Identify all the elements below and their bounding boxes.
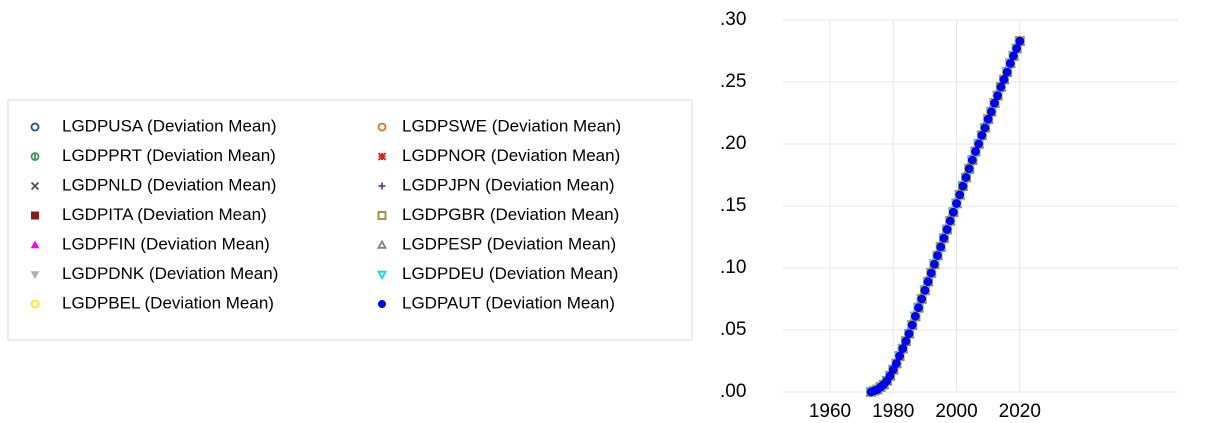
scatter-point	[907, 320, 917, 330]
scatter-point	[917, 294, 927, 304]
scatter-point	[958, 181, 968, 191]
scatter-point	[961, 172, 971, 182]
scatter-point	[914, 303, 924, 313]
legend-label: LGDPAUT (Deviation Mean)	[402, 293, 615, 312]
scatter-point	[1015, 36, 1025, 46]
y-tick-label: .25	[720, 71, 746, 92]
legend-label: LGDPDNK (Deviation Mean)	[62, 264, 278, 283]
scatter-point	[996, 82, 1006, 92]
scatter-point	[980, 123, 990, 133]
scatter-point	[1002, 67, 1012, 77]
legend-marker	[30, 122, 40, 132]
scatter-point	[923, 277, 933, 287]
legend-label: LGDPITA (Deviation Mean)	[62, 205, 267, 224]
legend-marker	[30, 152, 40, 161]
scatter-point	[895, 351, 905, 361]
legend-label: LGDPSWE (Deviation Mean)	[402, 116, 621, 135]
scatter-point	[926, 268, 936, 278]
legend-marker	[376, 270, 388, 280]
scatter-point	[1005, 58, 1015, 68]
scatter-point	[964, 164, 974, 174]
scatter-point	[989, 98, 999, 108]
scatter-point	[910, 311, 920, 321]
scatter-point	[993, 91, 1003, 101]
legend-label: LGDPFIN (Deviation Mean)	[62, 234, 270, 253]
legend-marker	[378, 182, 386, 190]
scatter-point	[999, 75, 1009, 85]
legend-label: LGDPESP (Deviation Mean)	[402, 234, 616, 253]
scatter-point	[920, 285, 930, 295]
y-tick-label: .05	[720, 319, 746, 340]
legend-box	[7, 99, 693, 341]
y-tick-label: .10	[720, 257, 746, 278]
legend-marker	[376, 239, 388, 249]
scatter-point	[945, 216, 955, 226]
x-tick-label: 2020	[999, 401, 1041, 422]
scatter-point	[952, 199, 962, 209]
scatter-point	[977, 130, 987, 140]
scatter-point	[901, 336, 911, 346]
legend-label: LGDPJPN (Deviation Mean)	[402, 175, 615, 194]
scatter-point	[1008, 51, 1018, 61]
scatter-point	[898, 344, 908, 354]
scatter-point	[955, 190, 965, 200]
y-tick-label: .30	[720, 9, 746, 30]
scatter-point	[936, 242, 946, 252]
x-tick-label: 2000	[935, 401, 977, 422]
scatter-point	[1012, 44, 1022, 54]
y-tick-label: .20	[720, 133, 746, 154]
scatter-point	[929, 259, 939, 269]
scatter-point	[942, 225, 952, 235]
legend-label: LGDPUSA (Deviation Mean)	[62, 116, 276, 135]
legend-marker	[377, 122, 387, 132]
legend-label: LGDPPRT (Deviation Mean)	[62, 146, 276, 165]
scatter-point	[904, 329, 914, 339]
legend-marker	[377, 152, 387, 161]
legend-marker	[377, 300, 387, 308]
x-tick-label: 1960	[809, 401, 851, 422]
scatter-point	[948, 207, 958, 217]
legend-label: LGDPBEL (Deviation Mean)	[62, 293, 274, 312]
y-tick-label: .15	[720, 195, 746, 216]
legend-marker	[31, 211, 39, 220]
scatter-point	[939, 233, 949, 243]
scatter-point	[986, 107, 996, 117]
legend-label: LGDPDEU (Deviation Mean)	[402, 264, 618, 283]
legend-marker	[377, 211, 387, 220]
y-tick-label: .00	[720, 381, 746, 402]
scatter-point	[971, 146, 981, 156]
scatter-point	[891, 358, 901, 368]
legend-marker	[30, 181, 40, 191]
legend-label: LGDPNOR (Deviation Mean)	[402, 146, 620, 165]
scatter-point	[983, 114, 993, 124]
legend-marker	[30, 271, 40, 280]
legend-marker	[30, 240, 40, 249]
scatter-point	[967, 155, 977, 165]
scatter-point	[974, 139, 984, 149]
legend-label: LGDPNLD (Deviation Mean)	[62, 175, 276, 194]
legend-marker	[30, 299, 40, 309]
scatter-point	[933, 251, 943, 261]
legend-label: LGDPGBR (Deviation Mean)	[402, 205, 619, 224]
x-tick-label: 1980	[872, 401, 914, 422]
